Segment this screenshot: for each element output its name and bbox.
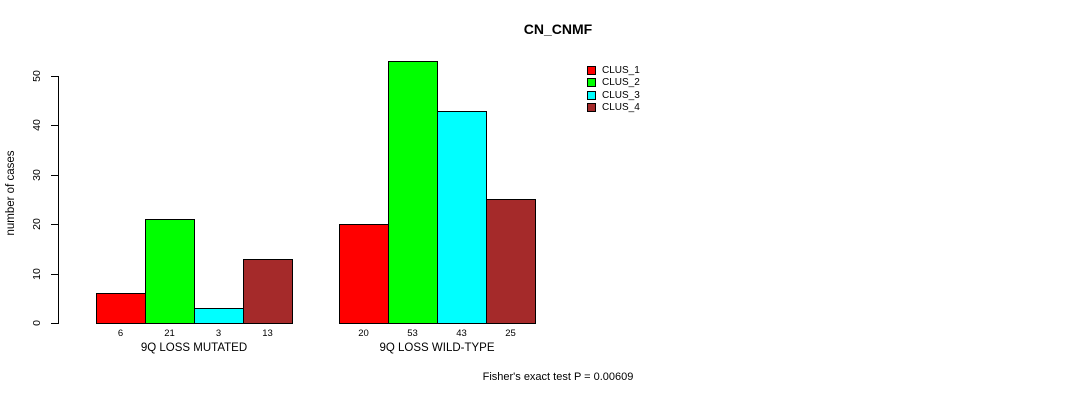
- legend-swatch-icon: [587, 65, 596, 75]
- bar-clus_2-group1: [145, 219, 195, 324]
- legend-swatch-icon: [587, 78, 596, 88]
- y-tick: [51, 224, 59, 226]
- legend-label: CLUS_3: [602, 89, 640, 101]
- bar-clus_2-group2: [388, 61, 438, 324]
- group-label: 9Q LOSS MUTATED: [140, 342, 248, 354]
- legend-item: CLUS_1: [587, 64, 640, 77]
- bar-value-label: 3: [215, 328, 222, 339]
- bar-clus_3-group1: [194, 308, 244, 324]
- legend-label: CLUS_1: [602, 64, 640, 76]
- legend-item: CLUS_3: [587, 89, 640, 102]
- y-tick-label: 10: [31, 267, 43, 280]
- bar-clus_3-group2: [437, 111, 487, 324]
- bar-clus_1-group2: [339, 224, 389, 324]
- bar-value-label: 13: [262, 328, 273, 339]
- bar-value-label: 53: [407, 328, 418, 339]
- bar-value-label: 43: [456, 328, 467, 339]
- y-tick: [51, 174, 59, 176]
- y-axis-label: number of cases: [5, 150, 17, 236]
- chart-title: CN_CNMF: [523, 21, 593, 37]
- bar-value-label: 20: [358, 328, 369, 339]
- legend-item: CLUS_2: [587, 77, 640, 90]
- y-tick-label: 30: [31, 168, 43, 181]
- legend-item: CLUS_4: [587, 102, 640, 115]
- bar-clus_4-group2: [486, 199, 536, 324]
- group-label: 9Q LOSS WILD-TYPE: [379, 342, 495, 354]
- legend: CLUS_1 CLUS_2 CLUS_3 CLUS_4: [587, 64, 640, 114]
- annotation-text: Fisher's exact test P = 0.00609: [482, 371, 634, 383]
- legend-label: CLUS_4: [602, 102, 640, 114]
- legend-swatch-icon: [587, 103, 596, 113]
- y-axis-line: [58, 76, 59, 324]
- y-tick: [51, 323, 59, 324]
- y-tick-label: 50: [31, 70, 43, 82]
- y-tick: [51, 76, 59, 77]
- y-tick-label: 40: [31, 119, 43, 132]
- y-tick: [51, 273, 59, 275]
- legend-label: CLUS_2: [602, 77, 640, 89]
- y-tick-label: 20: [31, 218, 43, 231]
- bar-clus_1-group1: [96, 293, 146, 324]
- bar-value-label: 21: [164, 328, 175, 339]
- bar-value-label: 6: [117, 328, 124, 339]
- bar-value-label: 25: [505, 328, 516, 339]
- legend-swatch-icon: [587, 90, 596, 100]
- y-tick-label: 0: [31, 320, 43, 326]
- bar-clus_4-group1: [243, 259, 293, 324]
- y-tick: [51, 125, 59, 127]
